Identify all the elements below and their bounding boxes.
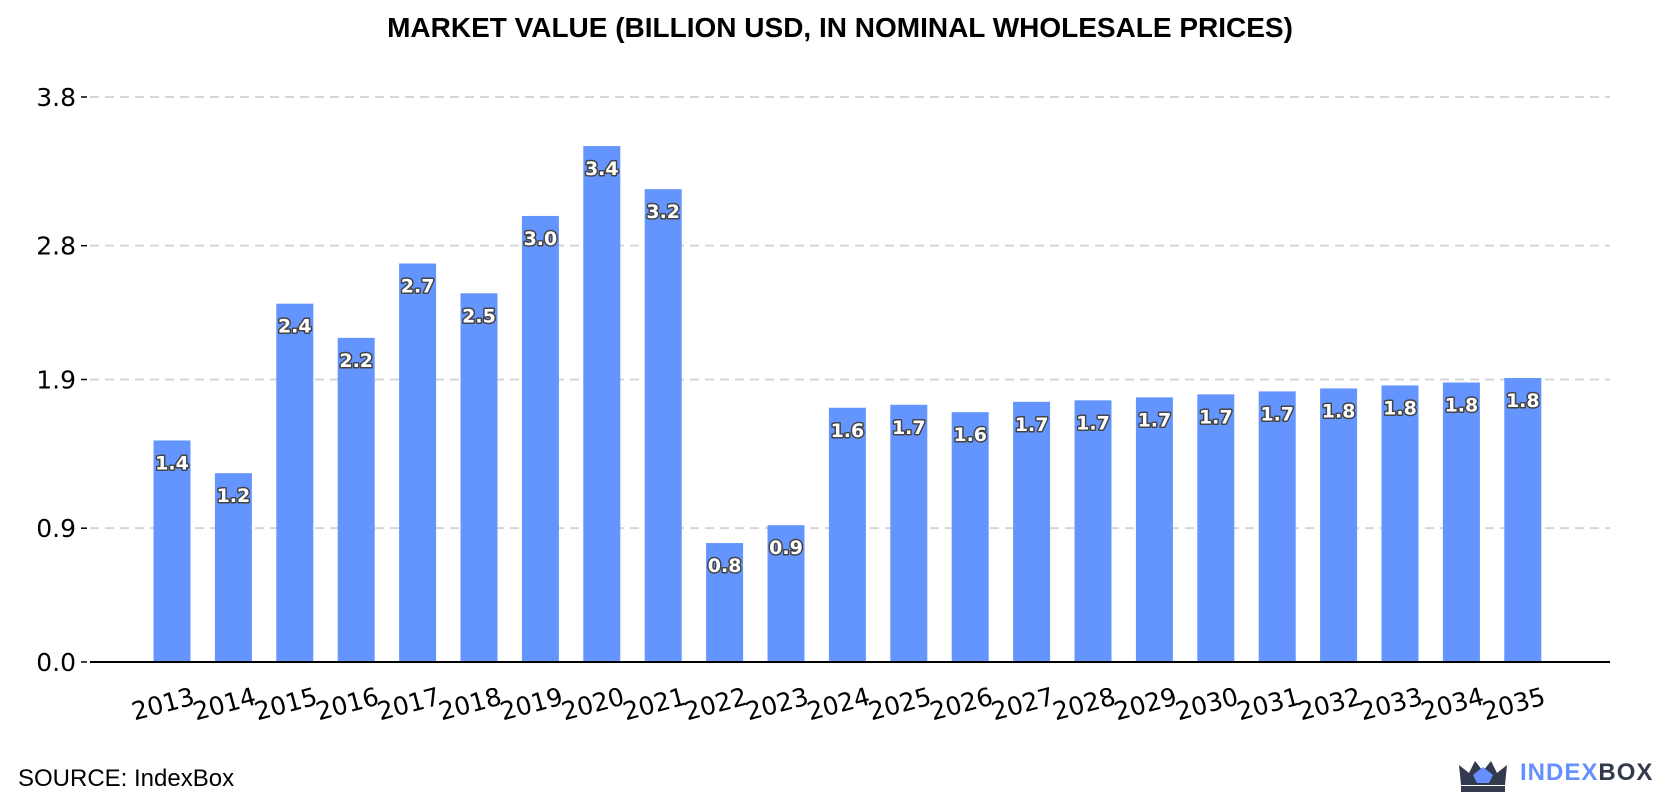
- data-label: 1.8: [1322, 400, 1356, 422]
- y-tick-label: 3.8: [36, 83, 76, 112]
- bar: [153, 440, 191, 662]
- y-tick-label: 0.0: [36, 648, 76, 677]
- x-tick-label: 2029: [1111, 682, 1180, 726]
- x-tick-label: 2018: [436, 682, 505, 726]
- bar: [644, 189, 682, 662]
- bar: [337, 337, 375, 662]
- data-label: 2.5: [462, 305, 496, 327]
- x-tick-label: 2025: [865, 682, 934, 726]
- data-label: 1.6: [831, 420, 865, 442]
- x-tick-label: 2023: [743, 682, 812, 726]
- x-tick-label: 2030: [1172, 682, 1241, 726]
- bar: [1504, 378, 1542, 662]
- brand-name: INDEXBOX: [1520, 759, 1654, 786]
- bar: [583, 146, 621, 662]
- data-label: 2.7: [401, 276, 435, 298]
- bar: [1074, 400, 1112, 662]
- x-tick-label: 2013: [129, 682, 198, 726]
- indexbox-logo: INDEXBOX: [1455, 755, 1670, 795]
- data-label: 3.4: [585, 158, 619, 180]
- data-label: 3.2: [646, 201, 680, 223]
- chart-title: MARKET VALUE (BILLION USD, IN NOMINAL WH…: [387, 12, 1293, 43]
- x-tick-label: 2028: [1050, 682, 1119, 726]
- data-label: 1.8: [1445, 394, 1479, 416]
- x-tick-label: 2016: [313, 682, 382, 726]
- x-tick-label: 2031: [1234, 682, 1303, 726]
- x-tick-label: 2032: [1295, 682, 1364, 726]
- y-tick-label: 2.8: [36, 232, 76, 261]
- bar: [767, 525, 805, 662]
- x-tick-label: 2015: [251, 682, 320, 726]
- x-tick-label: 2033: [1357, 682, 1426, 726]
- bar: [1442, 382, 1480, 662]
- bar: [1135, 397, 1173, 662]
- x-tick-label: 2014: [190, 682, 259, 726]
- bar: [276, 303, 314, 662]
- data-label: 2.2: [339, 350, 373, 372]
- bar: [1013, 401, 1051, 662]
- bar: [1258, 391, 1296, 662]
- data-label: 1.7: [1260, 403, 1294, 425]
- x-tick-label: 2035: [1479, 682, 1548, 726]
- data-label: 1.8: [1383, 397, 1417, 419]
- x-tick-label: 2022: [681, 682, 750, 726]
- bar: [399, 263, 437, 662]
- bar: [460, 293, 498, 662]
- bar: [521, 215, 559, 662]
- x-tick-label: 2021: [620, 682, 689, 726]
- y-tick-label: 0.9: [36, 514, 76, 543]
- y-tick-label: 1.9: [36, 366, 76, 395]
- bar: [1381, 385, 1419, 662]
- source-note: SOURCE: IndexBox: [18, 765, 235, 792]
- data-label: 2.4: [278, 316, 312, 338]
- bar: [214, 473, 252, 662]
- data-label: 1.7: [1138, 409, 1172, 431]
- data-label: 1.7: [1199, 406, 1233, 428]
- data-label: 3.0: [524, 228, 558, 250]
- x-tick-label: 2019: [497, 682, 566, 726]
- data-label: 1.6: [953, 424, 987, 446]
- data-label: 1.4: [155, 452, 189, 474]
- x-tick-label: 2020: [558, 682, 627, 726]
- bar: [890, 404, 928, 662]
- x-tick-label: 2017: [374, 682, 443, 726]
- data-label: 1.8: [1506, 390, 1540, 412]
- bar: [828, 407, 866, 662]
- bar: [1197, 394, 1235, 662]
- data-label: 1.7: [1076, 412, 1110, 434]
- bar: [1320, 388, 1358, 662]
- x-tick-label: 2027: [988, 682, 1057, 726]
- data-label: 0.8: [708, 555, 742, 577]
- data-label: 1.7: [892, 417, 926, 439]
- data-label: 0.9: [769, 537, 803, 559]
- x-tick-label: 2034: [1418, 682, 1487, 726]
- x-tick-label: 2024: [804, 682, 873, 726]
- crown-icon: [1459, 761, 1507, 792]
- data-label: 1.2: [217, 485, 251, 507]
- bar-chart: 0.0 0.9 1.9 2.8 3.8 1.4 2013 1.2 2014 2.4 2015 2.2 2…: [36, 83, 1610, 726]
- bar: [706, 543, 744, 662]
- x-tick-label: 2026: [927, 682, 996, 726]
- data-label: 1.7: [1015, 414, 1049, 436]
- bar: [951, 412, 989, 662]
